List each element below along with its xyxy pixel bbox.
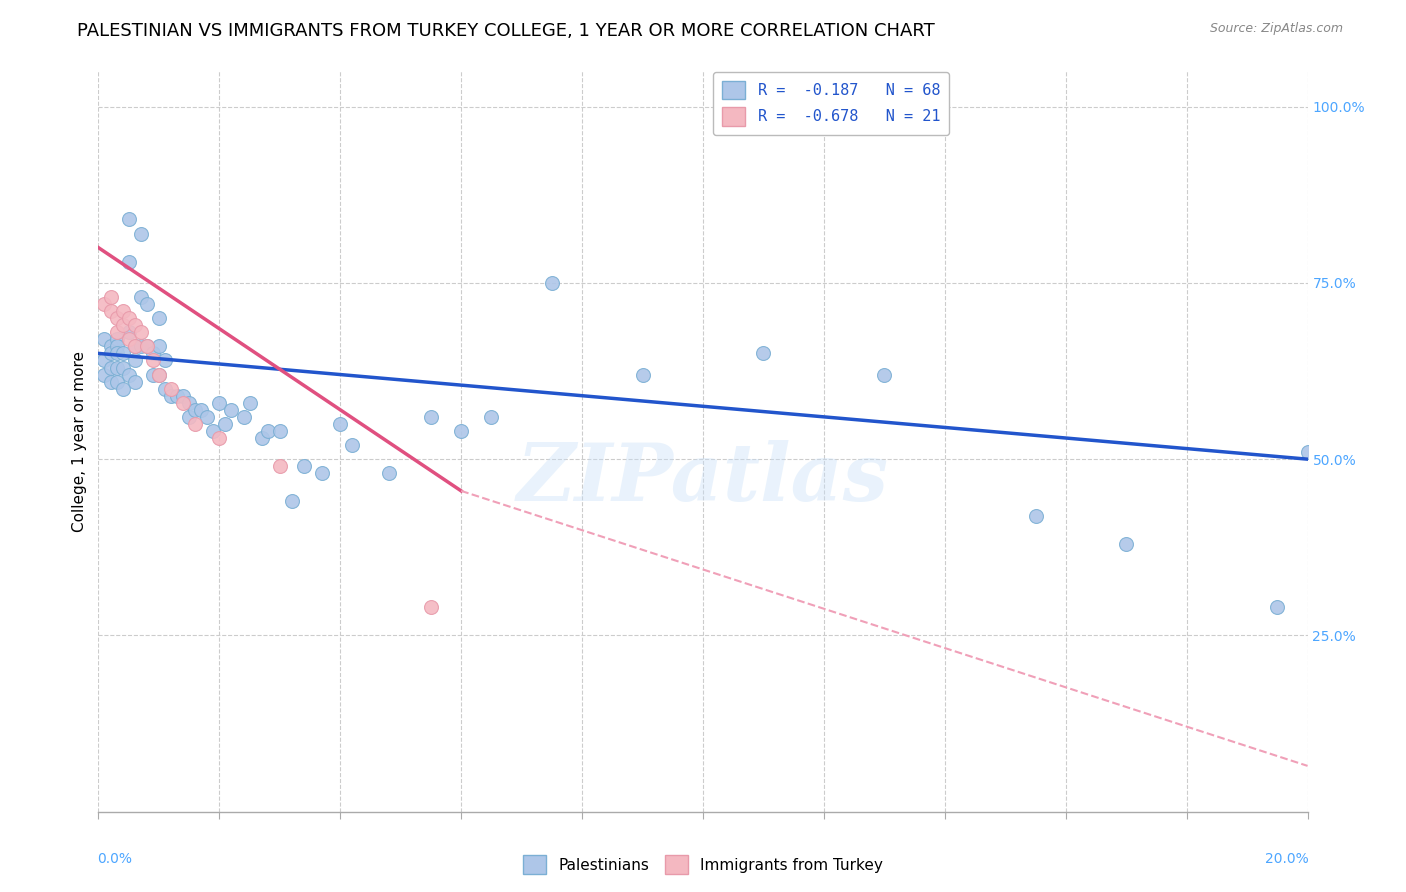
Point: [873, 368, 896, 382]
Point: [142, 353, 165, 368]
Point: [184, 402, 207, 417]
Point: [124, 353, 146, 368]
Point: [172, 396, 194, 410]
Point: [100, 339, 122, 353]
Point: [221, 402, 243, 417]
Point: [111, 346, 134, 360]
Text: PALESTINIAN VS IMMIGRANTS FROM TURKEY COLLEGE, 1 YEAR OR MORE CORRELATION CHART: PALESTINIAN VS IMMIGRANTS FROM TURKEY CO…: [77, 22, 935, 40]
Point: [105, 346, 128, 360]
Text: ZIPatlas: ZIPatlas: [517, 440, 889, 517]
Y-axis label: College, 1 year or more: College, 1 year or more: [72, 351, 87, 532]
Point: [420, 409, 443, 424]
Point: [160, 389, 183, 403]
Point: [118, 332, 141, 346]
Point: [148, 311, 170, 326]
Point: [105, 325, 128, 339]
Point: [1267, 600, 1289, 615]
Point: [153, 382, 176, 396]
Point: [100, 290, 122, 304]
Point: [179, 409, 201, 424]
Point: [160, 382, 183, 396]
Point: [420, 600, 443, 615]
Point: [377, 467, 399, 481]
Point: [450, 424, 472, 438]
Point: [269, 424, 291, 438]
Point: [184, 417, 207, 431]
Point: [135, 297, 157, 311]
Point: [172, 389, 194, 403]
Point: [148, 368, 170, 382]
Point: [148, 368, 170, 382]
Point: [142, 368, 165, 382]
Point: [256, 424, 278, 438]
Point: [93, 353, 115, 368]
Point: [118, 368, 141, 382]
Point: [124, 318, 146, 333]
Point: [1296, 445, 1319, 459]
Point: [135, 339, 157, 353]
Point: [208, 431, 231, 445]
Point: [124, 339, 146, 353]
Point: [93, 332, 115, 346]
Point: [129, 290, 152, 304]
Point: [111, 318, 134, 333]
Point: [214, 417, 236, 431]
Text: Source: ZipAtlas.com: Source: ZipAtlas.com: [1209, 22, 1343, 36]
Point: [166, 389, 188, 403]
Point: [342, 438, 364, 452]
Point: [111, 304, 134, 318]
Point: [190, 402, 212, 417]
Point: [239, 396, 262, 410]
Point: [269, 459, 291, 474]
Point: [105, 360, 128, 375]
Point: [118, 325, 141, 339]
Point: [118, 212, 141, 227]
Point: [481, 409, 503, 424]
Point: [93, 368, 115, 382]
Point: [129, 325, 152, 339]
Point: [124, 339, 146, 353]
Point: [631, 368, 654, 382]
Point: [105, 332, 128, 346]
Point: [148, 339, 170, 353]
Point: [208, 396, 231, 410]
Point: [142, 346, 165, 360]
Point: [100, 304, 122, 318]
Point: [202, 424, 225, 438]
Point: [129, 339, 152, 353]
Point: [752, 346, 775, 360]
Point: [1115, 537, 1137, 551]
Point: [100, 346, 122, 360]
Point: [105, 375, 128, 389]
Point: [250, 431, 273, 445]
Point: [105, 339, 128, 353]
Point: [311, 467, 333, 481]
Point: [93, 297, 115, 311]
Point: [105, 311, 128, 326]
Text: 0.0%: 0.0%: [97, 853, 132, 866]
Point: [100, 375, 122, 389]
Point: [281, 494, 304, 508]
Point: [111, 360, 134, 375]
Point: [135, 339, 157, 353]
Legend: R =  -0.187   N = 68, R =  -0.678   N = 21: R = -0.187 N = 68, R = -0.678 N = 21: [713, 71, 949, 135]
Point: [129, 227, 152, 241]
Point: [124, 375, 146, 389]
Legend: Palestinians, Immigrants from Turkey: Palestinians, Immigrants from Turkey: [517, 849, 889, 880]
Text: 20.0%: 20.0%: [1265, 853, 1309, 866]
Point: [540, 276, 562, 290]
Point: [329, 417, 352, 431]
Point: [118, 311, 141, 326]
Point: [232, 409, 254, 424]
Point: [100, 360, 122, 375]
Point: [118, 254, 141, 268]
Point: [195, 409, 218, 424]
Point: [179, 396, 201, 410]
Point: [1024, 508, 1046, 523]
Point: [292, 459, 315, 474]
Point: [111, 382, 134, 396]
Point: [153, 353, 176, 368]
